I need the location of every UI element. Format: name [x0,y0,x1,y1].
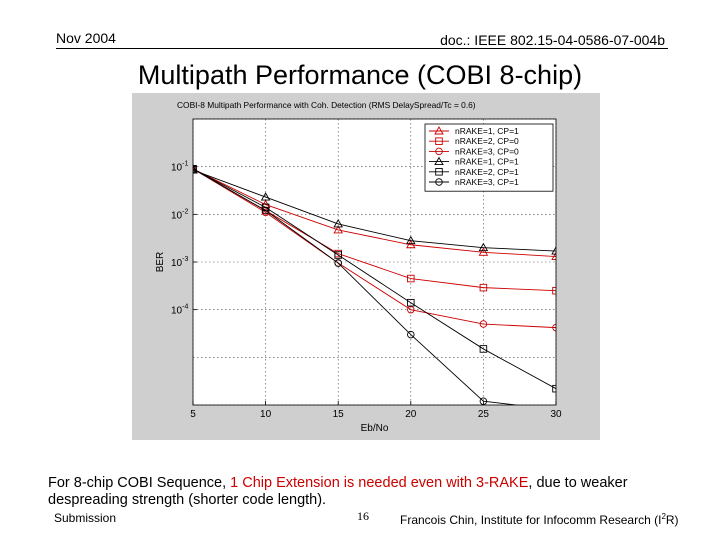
x-tick-label: 15 [333,409,345,420]
data-point-circle [435,178,443,186]
x-tick-label: 20 [405,409,417,420]
data-point-triangle [406,235,416,245]
data-point-circle [407,330,415,339]
ber-chart-figure: 5 10 15 20 25 30 10-1 10-2 10-3 10-4 Eb/No BER COBI-… [132,93,600,440]
slide-title: Multipath Performance (COBI 8-chip) [137,60,583,90]
chart-axes: 5 10 15 20 25 30 10-1 10-2 10-3 10-4 Eb/No BER COBI-… [155,100,562,434]
legend-label: nRAKE=2, CP=0 [455,136,519,146]
data-point-triangle [193,163,198,173]
y-axis-label: BER [155,252,166,273]
chart-title: COBI-8 Multipath Performance with Coh. D… [177,100,476,110]
data-point-square [552,384,556,393]
data-point-triangle [434,126,444,135]
series-line [193,169,556,252]
data-point-circle [261,208,270,217]
data-point-square [334,251,342,259]
data-point-triangle [333,225,343,234]
series-5 [193,165,556,393]
series-line [193,168,556,329]
data-point-circle [261,206,270,215]
y-tick-label: 10-3 [171,256,188,269]
x-tick-label: 10 [260,409,272,420]
footer-page-number: 16 [357,509,369,523]
data-point-circle [479,320,488,328]
footer-submission: Submission [54,511,117,525]
data-point-triangle [260,192,271,201]
data-point-triangle [478,247,489,256]
data-point-triangle [551,251,556,261]
data-point-square [479,345,488,353]
footer-author-sup: 2 [661,512,666,521]
footer-author-prefix: Francois Chin, Institute for Infocomm Re… [400,513,662,527]
y-tick-label: 10-4 [171,304,188,317]
data-point-circle [552,323,556,332]
legend-label: nRAKE=1, CP=1 [455,157,519,167]
data-point-circle [435,147,443,156]
data-point-square [552,286,556,295]
data-point-triangle [434,156,444,166]
legend-label: nRAKE=1, CP=1 [455,126,519,136]
x-axis-label: Eb/No [361,423,389,434]
legend-label: nRAKE=3, CP=0 [455,146,519,156]
footer-author: Francois Chin, Institute for Infocomm Re… [400,512,679,527]
x-tick-label: 5 [190,409,196,420]
data-point-triangle [333,218,343,228]
data-point-circle [334,259,342,267]
data-point-triangle [478,242,489,252]
slide-caption: For 8-chip COBI Sequence, 1 Chip Extensi… [48,475,688,509]
caption-text-1: For 8-chip COBI Sequence, [48,475,231,491]
series-line [193,168,520,405]
ber-chart: 5 10 15 20 25 30 10-1 10-2 10-3 10-4 Eb/No BER COBI-… [155,100,562,434]
header-date: Nov 2004 [56,30,116,46]
data-point-triangle [406,239,416,249]
legend-box [424,123,554,192]
data-point-square [435,168,443,176]
y-tick-label: 10-2 [171,208,188,221]
series-6 [193,165,520,405]
header-doc-id: doc.: IEEE 802.15-04-0586-07-004b [440,32,665,48]
header-divider [56,48,668,49]
series-line [193,168,556,390]
data-point-square [435,137,443,145]
x-tick-label: 30 [550,409,562,420]
caption-text-2: , due to weaker despreading strength (sh… [48,475,628,508]
data-point-square [407,274,415,283]
caption-highlight: 1 Chip Extension is needed even with 3-R… [230,475,529,491]
data-point-square [407,298,415,307]
data-point-square [479,283,488,292]
footer-author-suffix: R) [665,513,679,527]
data-point-triangle [551,246,556,255]
series-line [193,168,556,258]
y-tick-label: 10-1 [171,161,188,174]
legend-label: nRAKE=2, CP=1 [455,167,519,177]
x-tick-label: 25 [478,409,490,420]
legend-label: nRAKE=3, CP=1 [455,177,519,187]
series-1 [193,163,556,261]
